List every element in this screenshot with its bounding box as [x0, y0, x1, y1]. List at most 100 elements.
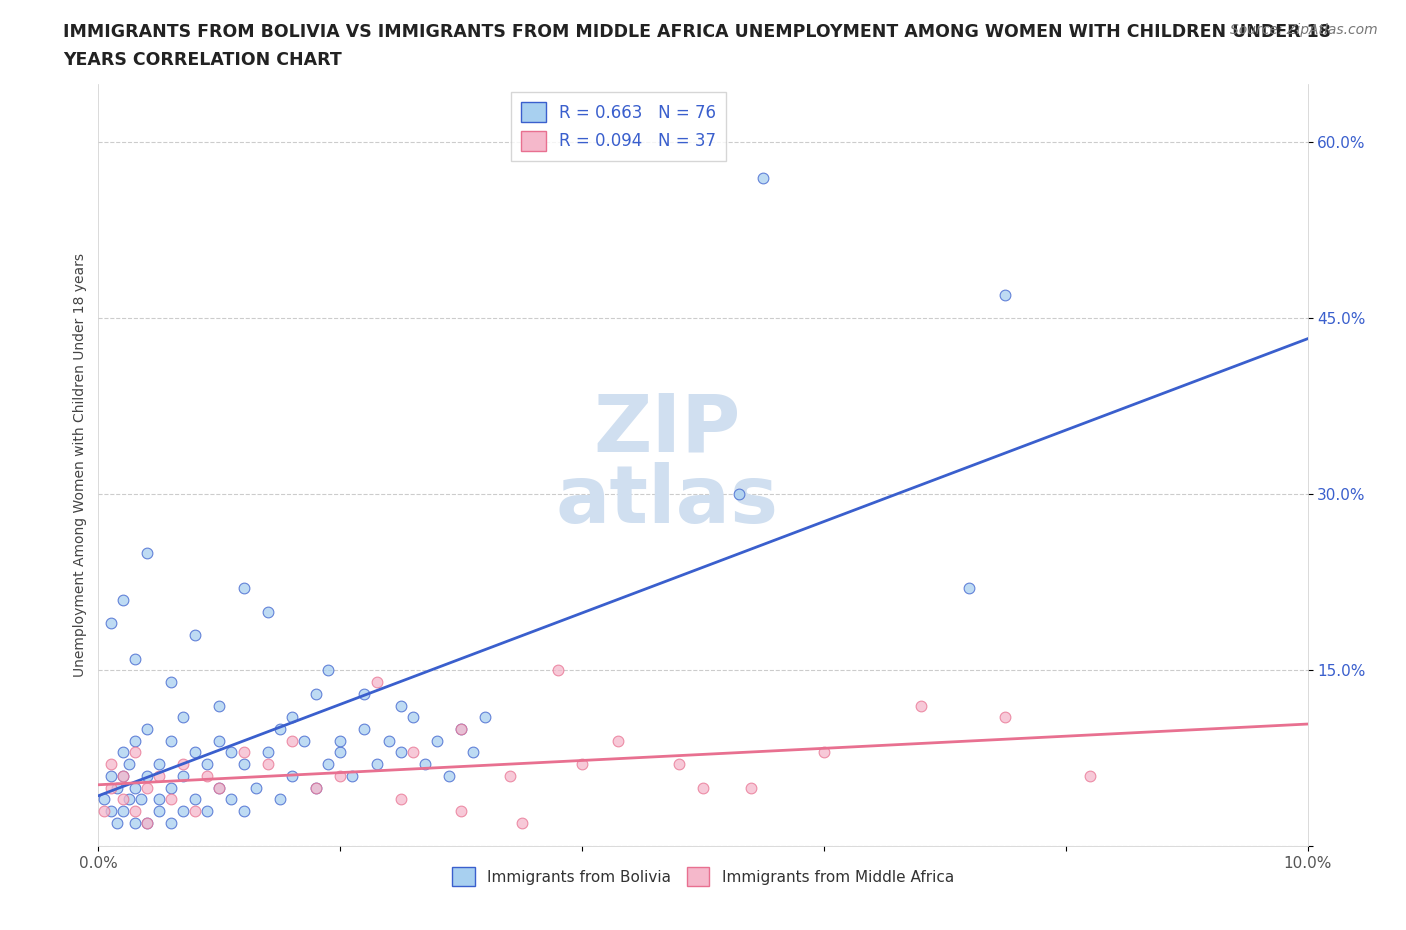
- Point: [160, 733, 183, 748]
- Point: [256, 604, 278, 619]
- Text: ZIP
atlas: ZIP atlas: [555, 390, 779, 540]
- Point: [148, 792, 170, 807]
- Point: [281, 733, 304, 748]
- Point: [305, 686, 328, 701]
- Point: [172, 768, 194, 783]
- Point: [269, 722, 291, 737]
- Point: [221, 745, 243, 760]
- Point: [172, 804, 194, 818]
- Point: [221, 792, 243, 807]
- Point: [813, 745, 835, 760]
- Point: [195, 768, 218, 783]
- Point: [668, 757, 690, 772]
- Point: [124, 651, 146, 666]
- Point: [450, 722, 472, 737]
- Point: [208, 698, 231, 713]
- Point: [450, 804, 472, 818]
- Point: [208, 733, 231, 748]
- Point: [910, 698, 932, 713]
- Point: [450, 722, 472, 737]
- Point: [148, 768, 170, 783]
- Point: [135, 816, 157, 830]
- Point: [111, 592, 134, 607]
- Point: [111, 768, 134, 783]
- Point: [124, 733, 146, 748]
- Point: [208, 780, 231, 795]
- Point: [93, 804, 115, 818]
- Point: [389, 745, 412, 760]
- Point: [1078, 768, 1101, 783]
- Point: [728, 487, 751, 502]
- Point: [402, 710, 425, 724]
- Point: [184, 745, 207, 760]
- Point: [100, 757, 122, 772]
- Point: [316, 757, 339, 772]
- Point: [740, 780, 762, 795]
- Point: [135, 722, 157, 737]
- Point: [474, 710, 496, 724]
- Point: [184, 804, 207, 818]
- Point: [135, 546, 157, 561]
- Point: [389, 792, 412, 807]
- Point: [463, 745, 485, 760]
- Point: [124, 816, 146, 830]
- Point: [184, 792, 207, 807]
- Y-axis label: Unemployment Among Women with Children Under 18 years: Unemployment Among Women with Children U…: [73, 253, 87, 677]
- Point: [256, 745, 278, 760]
- Text: YEARS CORRELATION CHART: YEARS CORRELATION CHART: [63, 51, 342, 69]
- Point: [426, 733, 449, 748]
- Point: [316, 663, 339, 678]
- Point: [994, 287, 1017, 302]
- Text: IMMIGRANTS FROM BOLIVIA VS IMMIGRANTS FROM MIDDLE AFRICA UNEMPLOYMENT AMONG WOME: IMMIGRANTS FROM BOLIVIA VS IMMIGRANTS FR…: [63, 23, 1331, 41]
- Point: [135, 816, 157, 830]
- Point: [160, 816, 183, 830]
- Point: [105, 780, 128, 795]
- Point: [413, 757, 436, 772]
- Point: [232, 745, 254, 760]
- Point: [118, 757, 141, 772]
- Point: [129, 792, 152, 807]
- Point: [118, 792, 141, 807]
- Point: [329, 745, 352, 760]
- Point: [232, 804, 254, 818]
- Point: [305, 780, 328, 795]
- Point: [232, 757, 254, 772]
- Point: [172, 757, 194, 772]
- Point: [498, 768, 520, 783]
- Point: [547, 663, 569, 678]
- Point: [124, 745, 146, 760]
- Point: [366, 674, 388, 689]
- Point: [100, 780, 122, 795]
- Point: [208, 780, 231, 795]
- Point: [292, 733, 315, 748]
- Point: [571, 757, 593, 772]
- Point: [281, 768, 304, 783]
- Legend: Immigrants from Bolivia, Immigrants from Middle Africa: Immigrants from Bolivia, Immigrants from…: [446, 861, 960, 892]
- Point: [281, 710, 304, 724]
- Point: [305, 780, 328, 795]
- Point: [195, 804, 218, 818]
- Point: [100, 616, 122, 631]
- Point: [111, 768, 134, 783]
- Point: [269, 792, 291, 807]
- Point: [389, 698, 412, 713]
- Point: [93, 792, 115, 807]
- Point: [510, 816, 533, 830]
- Point: [957, 580, 980, 595]
- Point: [437, 768, 460, 783]
- Point: [111, 745, 134, 760]
- Text: Source: ZipAtlas.com: Source: ZipAtlas.com: [1230, 23, 1378, 37]
- Point: [100, 804, 122, 818]
- Point: [607, 733, 630, 748]
- Point: [195, 757, 218, 772]
- Point: [124, 780, 146, 795]
- Point: [160, 780, 183, 795]
- Point: [105, 816, 128, 830]
- Point: [172, 710, 194, 724]
- Point: [353, 686, 375, 701]
- Point: [402, 745, 425, 760]
- Point: [148, 757, 170, 772]
- Point: [124, 804, 146, 818]
- Point: [366, 757, 388, 772]
- Point: [135, 768, 157, 783]
